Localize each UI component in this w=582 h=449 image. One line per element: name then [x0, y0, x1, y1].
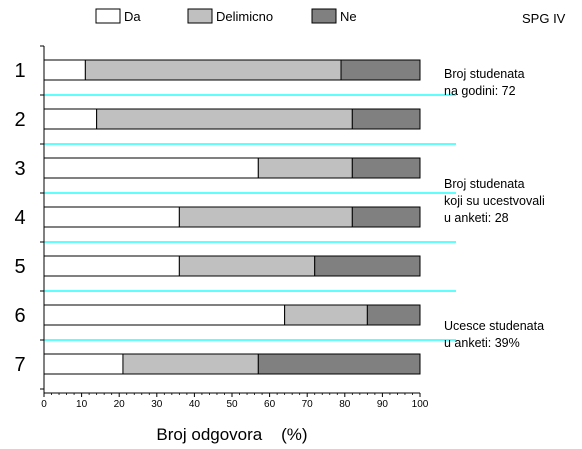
annotation-line: Broj studenata — [444, 67, 525, 81]
x-tick-label: 40 — [189, 399, 201, 410]
x-tick-label: 10 — [76, 399, 88, 410]
category-label: 5 — [14, 256, 25, 278]
x-tick-label: 100 — [412, 399, 429, 410]
bar-segment-da — [43, 157, 259, 179]
bars — [43, 59, 421, 375]
annotation-line: na godini: 72 — [444, 84, 516, 98]
bar-segment-delimicno — [284, 304, 368, 326]
x-tick-label: 20 — [114, 399, 126, 410]
bar-segment-delimicno — [178, 255, 316, 277]
bar-segment-da — [43, 353, 124, 375]
bar-segment-da — [43, 255, 180, 277]
annotation-line: u anketi: 39% — [444, 336, 520, 350]
bar-segment-ne — [340, 59, 421, 81]
category-label: 6 — [14, 305, 25, 327]
annotation: Broj studenata na godini: 72 — [444, 67, 525, 98]
x-tick-label: 70 — [302, 399, 314, 410]
separator-lines — [44, 94, 456, 341]
corner-label: SPG IV — [522, 11, 566, 26]
legend-label: Delimicno — [216, 9, 273, 24]
bar-segment-da — [43, 304, 286, 326]
legend-swatch — [187, 8, 213, 24]
legend-swatch — [311, 8, 337, 24]
bar-segment-da — [43, 206, 180, 228]
bar-segment-delimicno — [257, 157, 353, 179]
x-tick-label: 50 — [226, 399, 238, 410]
category-label: 1 — [14, 60, 25, 82]
bar-segment-ne — [257, 353, 421, 375]
annotation-line: Broj studenata — [444, 177, 525, 191]
x-tick-label: 0 — [41, 399, 47, 410]
bar-segment-ne — [366, 304, 421, 326]
category-labels: 1 2 3 4 5 6 7 — [14, 60, 25, 376]
bar-segment-delimicno — [178, 206, 353, 228]
annotation: Broj studenata koji su ucestvovali u anket… — [444, 177, 545, 225]
legend-swatch — [95, 8, 121, 24]
bar-segment-da — [43, 59, 86, 81]
x-axis-title: Broj odgovora (%) — [156, 425, 307, 444]
bar-segment-da — [43, 108, 98, 130]
category-label: 3 — [14, 158, 25, 180]
annotation-line: koji su ucestvovali — [444, 194, 545, 208]
annotation: Ucesce studenata u anketi: 39% — [444, 319, 544, 350]
x-axis-ticks: 0 10 20 30 40 50 60 70 80 90 100 — [41, 393, 429, 410]
legend: Da Delimicno Ne — [95, 8, 357, 24]
bar-segment-ne — [351, 108, 421, 130]
x-tick-label: 90 — [377, 399, 389, 410]
bar-segment-ne — [314, 255, 421, 277]
annotation-line: Ucesce studenata — [444, 319, 544, 333]
category-label: 2 — [14, 109, 25, 131]
bar-segment-ne — [351, 157, 421, 179]
category-label: 7 — [14, 354, 25, 376]
bar-segment-ne — [351, 206, 421, 228]
x-tick-label: 80 — [339, 399, 351, 410]
bar-segment-delimicno — [84, 59, 342, 81]
bar-segment-delimicno — [96, 108, 353, 130]
bar-segment-delimicno — [122, 353, 259, 375]
legend-label: Ne — [340, 9, 357, 24]
legend-label: Da — [124, 9, 141, 24]
annotation-line: u anketi: 28 — [444, 211, 509, 225]
category-label: 4 — [14, 207, 25, 229]
x-tick-label: 30 — [151, 399, 163, 410]
x-tick-label: 60 — [264, 399, 276, 410]
